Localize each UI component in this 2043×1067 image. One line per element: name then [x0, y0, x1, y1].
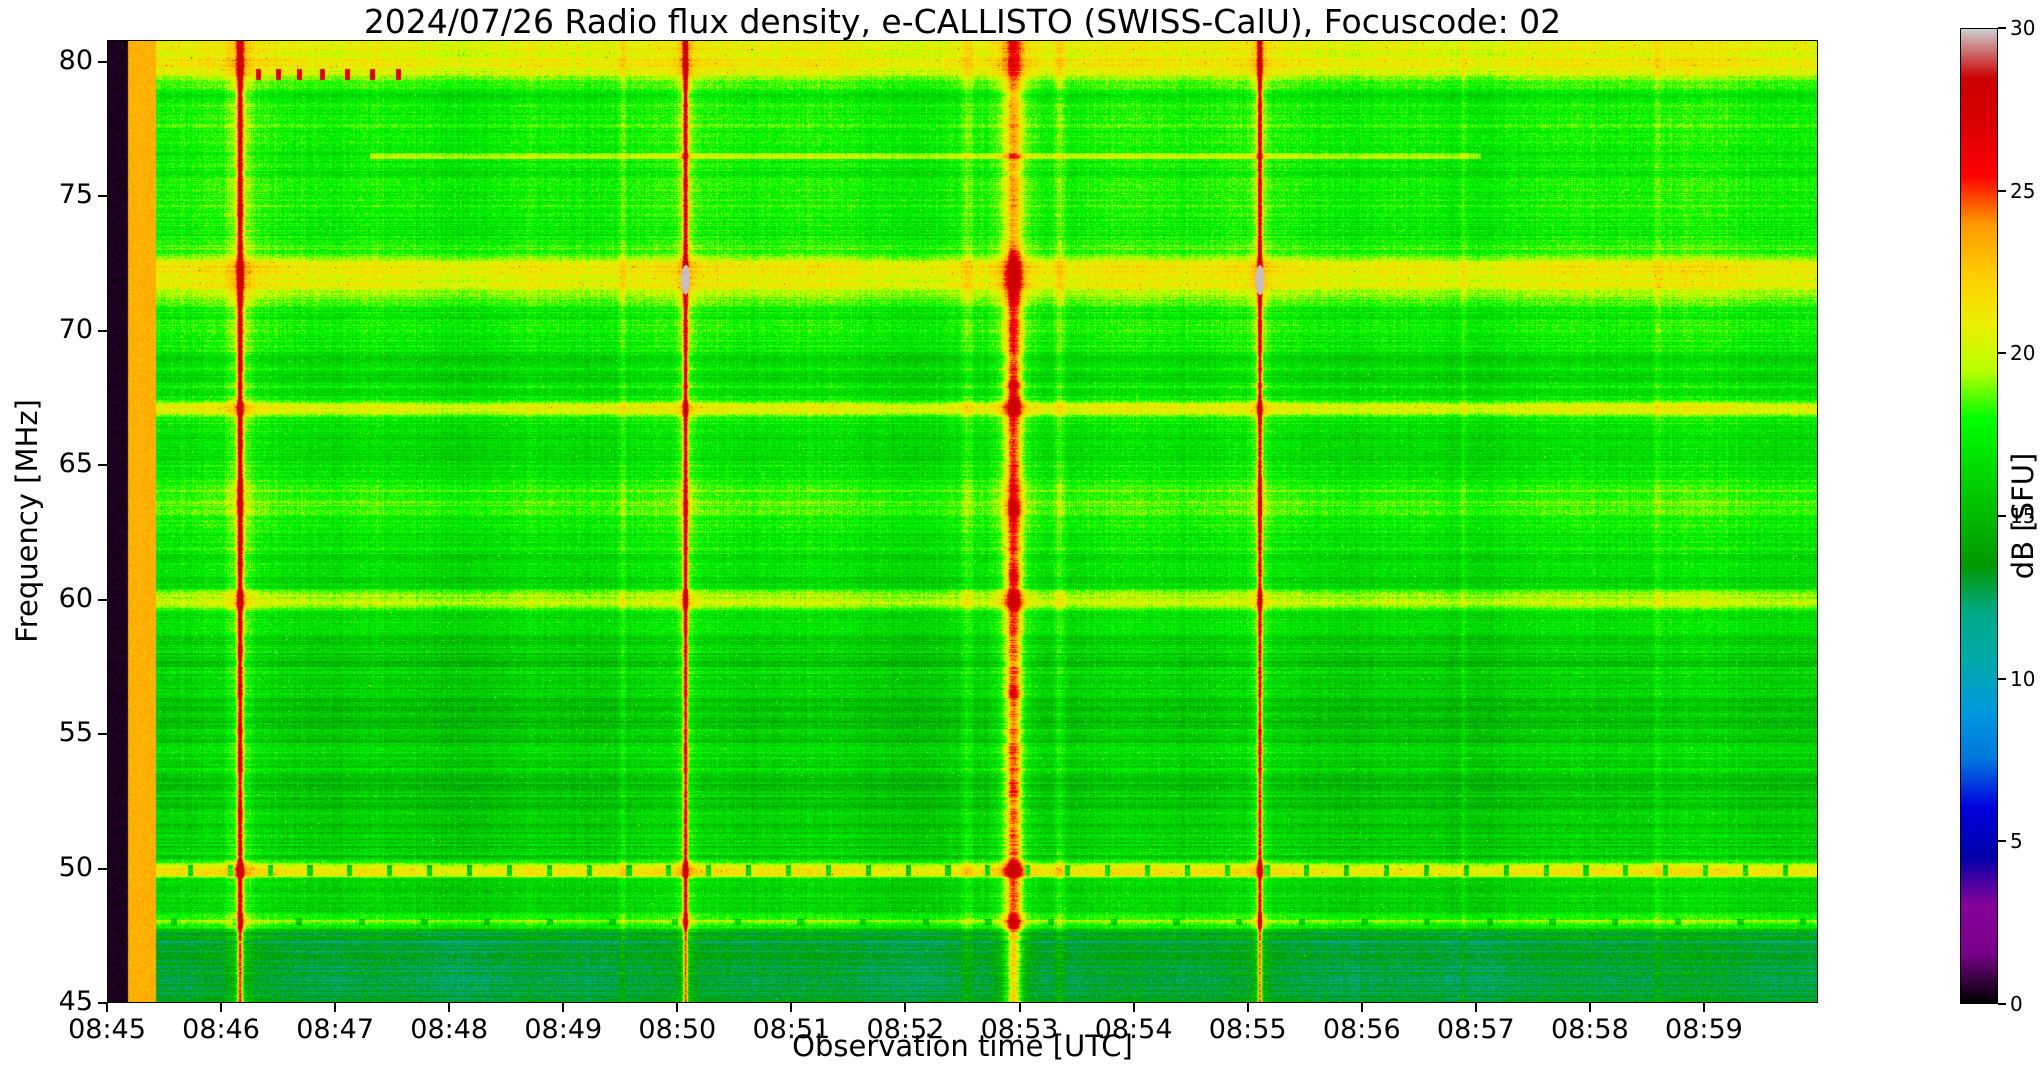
y-tick-label: 65	[58, 448, 93, 479]
y-tick-mark	[98, 598, 107, 601]
x-tick-mark	[1588, 1003, 1591, 1012]
x-tick-mark	[220, 1003, 223, 1012]
x-tick-label: 08:47	[296, 1014, 375, 1045]
y-tick-label: 60	[58, 582, 93, 614]
colorbar-tick-label: 15	[2010, 504, 2036, 528]
colorbar-tick-mark	[1998, 840, 2006, 843]
spectrogram-canvas	[108, 41, 1817, 1002]
colorbar-tick-label: 5	[2010, 829, 2023, 854]
colorbar-tick-label: 25	[2010, 178, 2036, 203]
y-tick-label: 75	[58, 179, 93, 211]
x-tick-label: 08:46	[182, 1014, 260, 1045]
x-tick-mark	[1246, 1003, 1249, 1012]
y-tick-label: 45	[58, 986, 93, 1017]
colorbar-tick-mark	[1998, 677, 2006, 680]
x-tick-mark	[904, 1003, 907, 1012]
x-tick-label: 08:50	[638, 1014, 717, 1045]
y-tick-mark	[98, 464, 107, 466]
plot-area	[107, 40, 1818, 1003]
colorbar-tick-mark	[1998, 352, 2006, 355]
chart-title: 2024/07/26 Radio flux density, e-CALLIST…	[363, 2, 1562, 41]
y-tick-label: 55	[58, 717, 93, 748]
colorbar-tick-mark	[1998, 189, 2006, 192]
x-tick-mark	[448, 1003, 451, 1012]
x-tick-mark	[562, 1003, 565, 1012]
x-tick-mark	[106, 1003, 108, 1012]
colorbar-tick-label: 20	[2010, 341, 2036, 366]
x-tick-mark	[1132, 1003, 1135, 1012]
y-tick-mark	[98, 733, 107, 735]
x-tick-mark	[1474, 1003, 1477, 1012]
colorbar-tick-label: 30	[2010, 16, 2036, 40]
x-tick-label: 08:54	[1094, 1014, 1173, 1045]
x-tick-label: 08:45	[68, 1014, 146, 1045]
colorbar-tick-label: 10	[2010, 666, 2036, 691]
x-tick-label: 08:48	[410, 1014, 489, 1045]
y-tick-mark	[98, 867, 107, 870]
y-tick-label: 70	[58, 313, 93, 345]
x-tick-mark	[790, 1003, 793, 1012]
x-axis-label: Observation time [UTC]	[792, 1029, 1133, 1063]
y-tick-mark	[98, 329, 107, 332]
x-tick-label: 08:49	[524, 1014, 603, 1045]
y-tick-label: 50	[58, 851, 93, 883]
y-tick-label: 80	[58, 44, 93, 76]
x-tick-label: 08:59	[1665, 1014, 1743, 1045]
colorbar-tick-mark	[1998, 1003, 2006, 1005]
colorbar-tick-mark	[1998, 515, 2006, 517]
colorbar-tick-label: 0	[2010, 992, 2023, 1016]
x-tick-label: 08:55	[1208, 1014, 1287, 1045]
y-tick-mark	[98, 195, 107, 198]
x-tick-label: 08:56	[1322, 1014, 1401, 1045]
x-tick-label: 08:51	[752, 1014, 831, 1045]
x-tick-label: 08:53	[980, 1014, 1059, 1045]
x-tick-mark	[1360, 1003, 1363, 1012]
x-tick-label: 08:58	[1550, 1014, 1629, 1045]
x-tick-mark	[1702, 1003, 1705, 1012]
colorbar-canvas	[1960, 28, 1998, 1004]
x-tick-label: 08:57	[1436, 1014, 1515, 1045]
colorbar-tick-mark	[1998, 27, 2006, 29]
x-tick-mark	[1018, 1003, 1021, 1012]
y-tick-mark	[98, 1002, 107, 1004]
x-tick-mark	[676, 1003, 679, 1012]
x-tick-mark	[334, 1003, 337, 1012]
y-tick-mark	[98, 60, 107, 63]
x-tick-label: 08:52	[866, 1014, 945, 1045]
